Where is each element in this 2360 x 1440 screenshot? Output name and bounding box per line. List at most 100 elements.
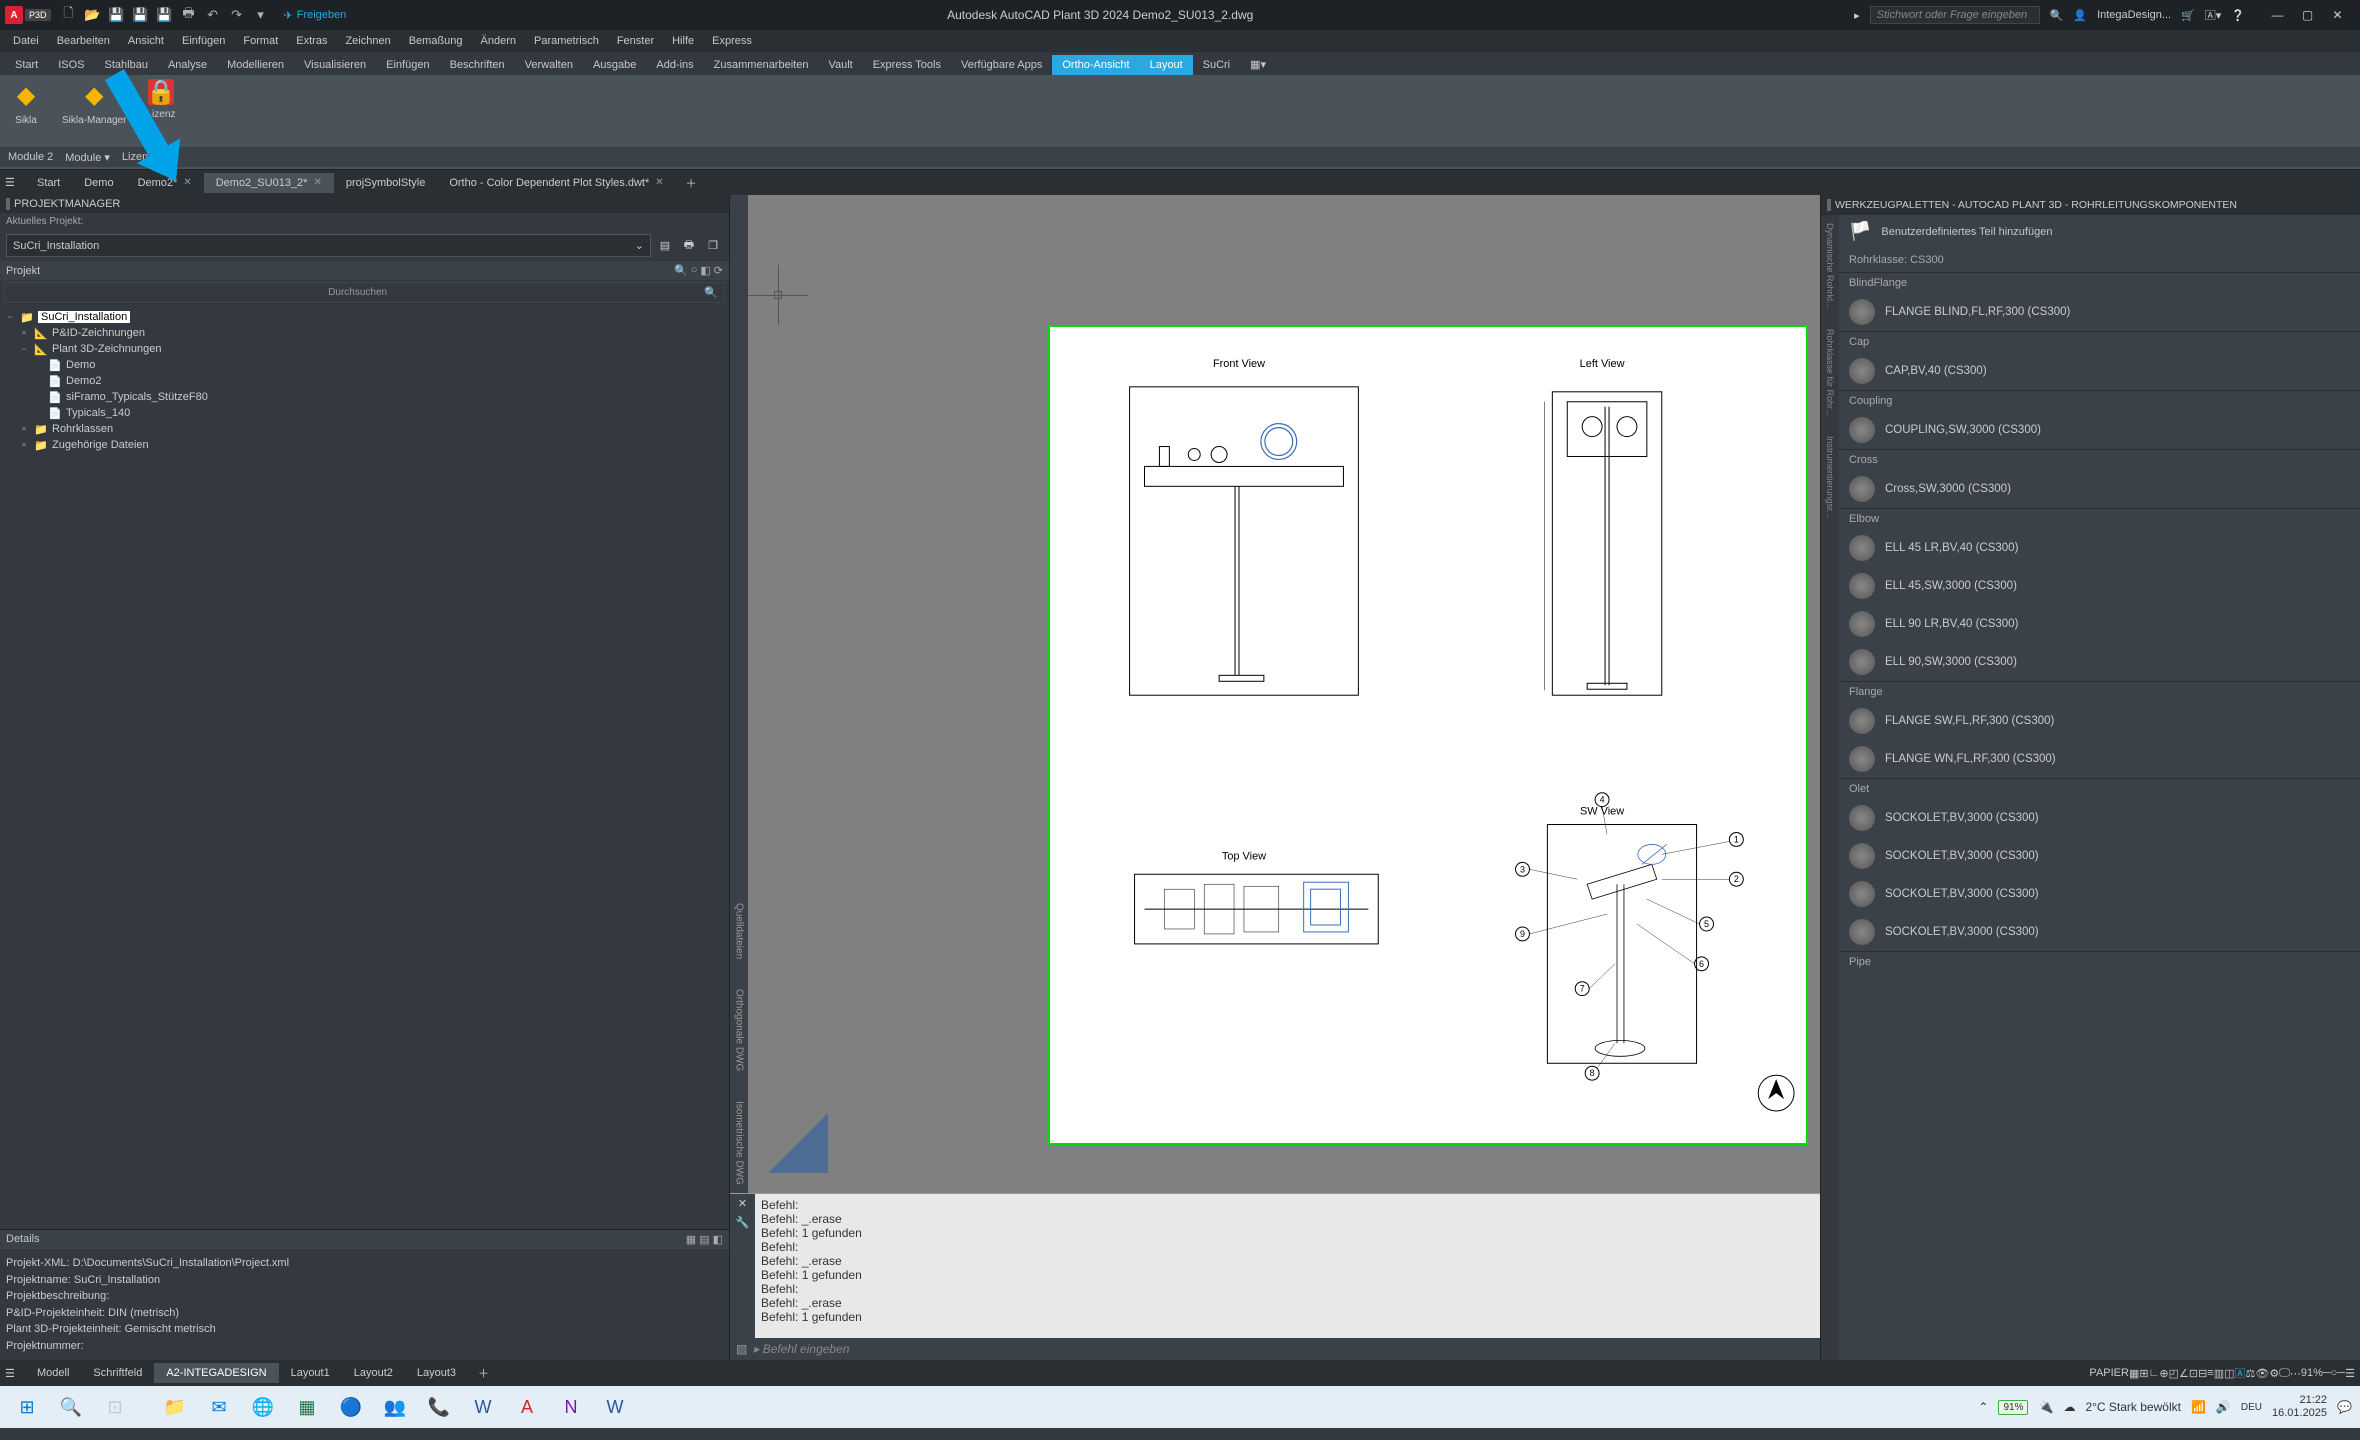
layout-tab-a2-integadesign[interactable]: A2-INTEGADESIGN (154, 1363, 278, 1383)
search-icon[interactable]: 🔍 (2050, 9, 2064, 22)
project-selector[interactable]: SuCri_Installation ⌄ (6, 234, 651, 257)
plot-icon[interactable]: 🖶 (181, 7, 197, 23)
save-icon[interactable]: 💾 (109, 7, 125, 23)
copy-icon[interactable]: ❐ (703, 236, 723, 256)
maximize-button[interactable]: ▢ (2295, 5, 2320, 25)
close-button[interactable]: ✕ (2325, 5, 2350, 25)
search-taskbar-icon[interactable]: 🔍 (52, 1391, 90, 1423)
ribbon-tab-add-ins[interactable]: Add-ins (646, 55, 703, 75)
redo-icon[interactable]: ↷ (229, 7, 245, 23)
minimize-button[interactable]: — (2265, 5, 2290, 25)
zoom-slider-icon[interactable]: ─○─ (2323, 1367, 2345, 1379)
add-layout-button[interactable]: ＋ (468, 1365, 499, 1381)
qat-dropdown-icon[interactable]: ▾ (253, 7, 269, 23)
notification-icon[interactable]: 💬 (2337, 1400, 2352, 1414)
side-palette-strip[interactable]: QuelldateienOrthogonale DWGIsometrische … (730, 195, 748, 1193)
dyn-icon[interactable]: ⊟ (2198, 1367, 2207, 1380)
ribbon-tab-beschriften[interactable]: Beschriften (440, 55, 515, 75)
more-icon[interactable]: ⋯ (2290, 1367, 2301, 1380)
tree-node-p-id-zeichnungen[interactable]: +📐P&ID-Zeichnungen (4, 325, 725, 341)
user-label[interactable]: IntegaDesign... (2097, 9, 2171, 21)
help-search-input[interactable]: Stichwort oder Frage eingeben (1870, 6, 2040, 24)
ribbon-tab-einf-gen[interactable]: Einfügen (376, 55, 439, 75)
anno-icon[interactable]: 🄰 (2235, 1365, 2246, 1381)
gear-icon[interactable]: ⚙ (2269, 1367, 2279, 1380)
grid-icon[interactable]: ▦ (2129, 1367, 2139, 1380)
menu-ändern[interactable]: Ändern (473, 33, 524, 49)
menu-extras[interactable]: Extras (288, 33, 335, 49)
tree-node-rohrklassen[interactable]: +📁Rohrklassen (4, 421, 725, 437)
ribbon-panel-sikla[interactable]: ◆ Sikla (0, 75, 52, 147)
polar-icon[interactable]: ⊕ (2159, 1367, 2168, 1380)
customize-icon[interactable]: ☰ (2345, 1367, 2355, 1380)
tree-node-plant-3d-zeichnungen[interactable]: −📐Plant 3D-Zeichnungen (4, 341, 725, 357)
doc-tab-projsymbolstyle[interactable]: projSymbolStyle (334, 173, 437, 193)
ribbon-tab-layout[interactable]: Layout (1140, 55, 1193, 75)
cart-icon[interactable]: 🛒 (2181, 9, 2195, 22)
tree-node-demo[interactable]: 📄Demo (4, 357, 725, 373)
teams-icon[interactable]: 👥 (376, 1391, 414, 1423)
menu-bemaßung[interactable]: Bemaßung (401, 33, 471, 49)
menu-zeichnen[interactable]: Zeichnen (337, 33, 398, 49)
cmd-config-icon[interactable]: 🔧 (736, 1216, 750, 1229)
ribbon-tab-start[interactable]: Start (5, 55, 48, 75)
ribbon-tab-express-tools[interactable]: Express Tools (863, 55, 951, 75)
project-search-row[interactable]: Durchsuchen 🔍 (4, 282, 725, 303)
palette-item[interactable]: SOCKOLET,BV,3000 (CS300) (1839, 799, 2360, 837)
tree-node-demo2[interactable]: 📄Demo2 (4, 373, 725, 389)
tree-toggle-icon[interactable]: + (18, 328, 30, 338)
acad-icon[interactable]: A (508, 1391, 546, 1423)
menu-einfügen[interactable]: Einfügen (174, 33, 233, 49)
ribbon-tab-visualisieren[interactable]: Visualisieren (294, 55, 376, 75)
palette-strip-tab[interactable]: Rohrklasse für Rohr... (1825, 329, 1835, 416)
menu-datei[interactable]: Datei (5, 33, 47, 49)
palette-item[interactable]: ELL 45,SW,3000 (CS300) (1839, 567, 2360, 605)
menu-format[interactable]: Format (235, 33, 286, 49)
help-dropdown-icon[interactable]: ▸ (1854, 9, 1860, 22)
ribbon-tab-verf-gbare-apps[interactable]: Verfügbare Apps (951, 55, 1052, 75)
palette-strip-tab[interactable]: Instrumentierungsr... (1825, 436, 1835, 518)
doc-tab-ortho---color-dependent-plot-styles-dwt-[interactable]: Ortho - Color Dependent Plot Styles.dwt*… (437, 173, 675, 193)
ribbon-tab-ortho-ansicht[interactable]: Ortho-Ansicht (1052, 55, 1139, 75)
explorer-icon[interactable]: 📁 (156, 1391, 194, 1423)
autodesk-icon[interactable]: 🄰▾ (2205, 7, 2222, 23)
saveas-icon[interactable]: 💾 (133, 7, 149, 23)
tree-node-typicals-140[interactable]: 📄Typicals_140 (4, 405, 725, 421)
tree-toggle-icon[interactable]: + (18, 424, 30, 434)
command-input[interactable]: ▧ ▸ Befehl eingeben (730, 1338, 1820, 1360)
zoom-level[interactable]: 91% (2301, 1367, 2323, 1379)
palette-item[interactable]: SOCKOLET,BV,3000 (CS300) (1839, 837, 2360, 875)
ortho-icon[interactable]: ∟ (2149, 1367, 2160, 1379)
ribbon-footer-module2[interactable]: Module 2 (8, 151, 53, 163)
phone-icon[interactable]: 📞 (420, 1391, 458, 1423)
osnap-icon[interactable]: ◰ (2169, 1367, 2179, 1380)
add-custom-part-button[interactable]: 🏳️ Benutzerdefiniertes Teil hinzufügen (1839, 215, 2360, 248)
cmd-close-icon[interactable]: ✕ (738, 1197, 747, 1210)
palette-item[interactable]: COUPLING,SW,3000 (CS300) (1839, 411, 2360, 449)
qv-icon[interactable]: ◫ (2224, 1367, 2234, 1380)
menu-express[interactable]: Express (704, 33, 760, 49)
onenote-icon[interactable]: N (552, 1391, 590, 1423)
doc-tab-start[interactable]: Start (25, 173, 72, 193)
palette-item[interactable]: FLANGE BLIND,FL,RF,300 (CS300) (1839, 293, 2360, 331)
cloud-icon[interactable]: ☁ (2063, 1400, 2075, 1414)
start-button[interactable]: ⊞ (8, 1391, 46, 1423)
monitor-icon[interactable]: 🖵 (2279, 1367, 2290, 1380)
list-icon[interactable]: ▤ (699, 1233, 709, 1246)
wifi-icon[interactable]: 📶 (2191, 1400, 2206, 1414)
layers-icon[interactable]: ▤ (655, 236, 675, 256)
ribbon-tab-sucri[interactable]: SuCri (1193, 55, 1241, 75)
task-view-icon[interactable]: ⊡ (96, 1391, 134, 1423)
battery-indicator[interactable]: 91% (1998, 1400, 2028, 1415)
tree-toggle-icon[interactable]: − (4, 312, 16, 322)
layout-tab-layout2[interactable]: Layout2 (342, 1363, 405, 1383)
undo-icon[interactable]: ↶ (205, 7, 221, 23)
layout-tab-layout3[interactable]: Layout3 (405, 1363, 468, 1383)
saveall-icon[interactable]: 💾 (157, 7, 173, 23)
refresh-icon[interactable]: ⟳ (714, 264, 723, 277)
close-icon[interactable]: ✕ (183, 177, 191, 188)
ribbon-tab-vault[interactable]: Vault (818, 55, 862, 75)
info-icon[interactable]: ❔ (2231, 9, 2245, 22)
drawing-area[interactable]: Front View Left View (748, 195, 1820, 1193)
track-icon[interactable]: ∠ (2179, 1367, 2189, 1380)
